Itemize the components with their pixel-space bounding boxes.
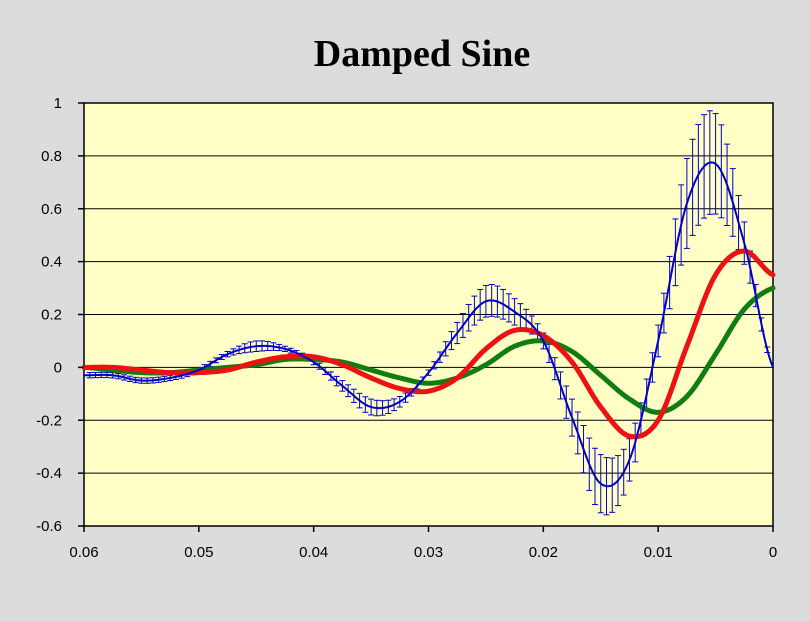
- chart-title: Damped Sine: [314, 33, 530, 75]
- y-tick-label: -0.4: [36, 465, 62, 482]
- y-tick-label: -0.2: [36, 412, 62, 429]
- series-line-0: [83, 161, 774, 488]
- series-lines: [81, 161, 776, 488]
- x-tick-label: 0.01: [644, 544, 673, 561]
- y-tick-label: -0.6: [36, 518, 62, 535]
- y-tick-label: 0: [54, 359, 62, 376]
- y-axis: 1 0.8 0.6 0.4 0.2 0 -0.2 -0.4 -0.6: [36, 95, 84, 535]
- y-tick-label: 1: [54, 95, 62, 112]
- x-tick-label: 0.02: [529, 544, 558, 561]
- x-tick-label: 0: [769, 544, 777, 561]
- y-tick-label: 0.8: [41, 148, 62, 165]
- y-tick-label: 0.6: [41, 201, 62, 218]
- x-tick-label: 0.03: [414, 544, 443, 561]
- x-axis: 0.06 0.05 0.04 0.03 0.02 0.01 0: [69, 526, 777, 561]
- series-line-1: [81, 248, 776, 440]
- y-tick-label: 0.4: [41, 254, 62, 271]
- x-tick-label: 0.04: [299, 544, 328, 561]
- x-tick-label: 0.06: [69, 544, 98, 561]
- y-tick-label: 0.2: [41, 307, 62, 324]
- x-tick-label: 0.05: [184, 544, 213, 561]
